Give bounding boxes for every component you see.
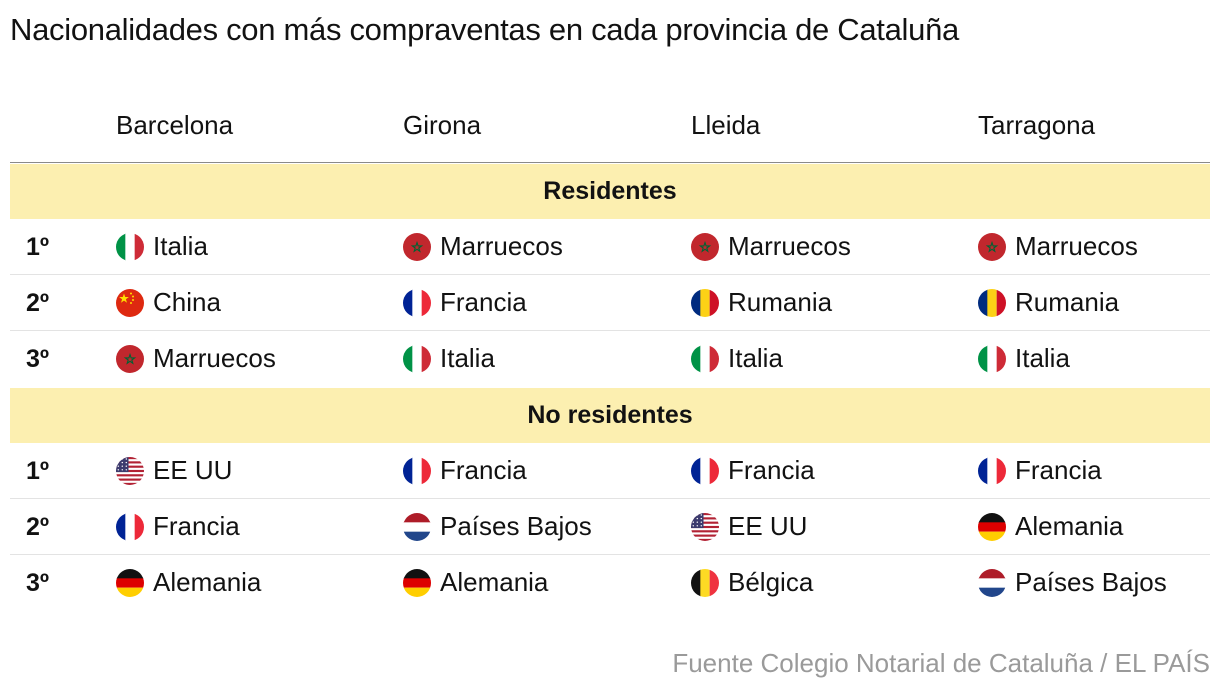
- header-divider: [10, 162, 1210, 163]
- country-cell-lleida: Bélgica: [691, 555, 813, 610]
- country-name: Marruecos: [1015, 231, 1138, 261]
- country-cell-barcelona: Alemania: [116, 555, 261, 610]
- country-name: China: [153, 287, 221, 317]
- country-cell-lleida: Marruecos: [691, 219, 851, 274]
- belgium-flag-icon: [691, 568, 719, 597]
- chart-title: Nacionalidades con más compraventas en c…: [10, 12, 959, 47]
- germany-flag-icon: [116, 568, 144, 597]
- country-name: Alemania: [1015, 511, 1124, 541]
- country-name: Italia: [153, 231, 208, 261]
- country-name: Países Bajos: [1015, 567, 1167, 597]
- country-name: Bélgica: [728, 567, 814, 597]
- country-name: Italia: [728, 343, 783, 373]
- country-cell-girona: Francia: [403, 275, 527, 330]
- usa-flag-icon: [116, 456, 144, 485]
- column-header-tarragona: Tarragona: [978, 110, 1096, 140]
- rank-label: 2º: [26, 513, 50, 541]
- table-row: 1º Italia Marruecos Marruecos Marruecos: [10, 219, 1210, 275]
- france-flag-icon: [691, 456, 719, 485]
- country-cell-girona: Italia: [403, 331, 495, 386]
- table-row: 2º China Francia Rumania Rumania: [10, 275, 1210, 331]
- table-row: 1º EE UU Francia Francia Francia: [10, 443, 1210, 499]
- column-header-barcelona: Barcelona: [116, 110, 234, 140]
- source-note: Fuente Colegio Notarial de Cataluña / EL…: [672, 648, 1210, 678]
- country-cell-barcelona: Marruecos: [116, 331, 276, 386]
- country-name: Francia: [440, 287, 527, 317]
- usa-flag-icon: [691, 512, 719, 541]
- france-flag-icon: [116, 512, 144, 541]
- section-header-residentes: Residentes: [10, 164, 1210, 219]
- france-flag-icon: [403, 288, 431, 317]
- rank-label: 2º: [26, 289, 50, 317]
- rank-label: 1º: [26, 233, 50, 261]
- morocco-flag-icon: [116, 344, 144, 373]
- germany-flag-icon: [978, 512, 1006, 541]
- country-cell-tarragona: Marruecos: [978, 219, 1138, 274]
- table-row: 2º Francia Países Bajos EE UU Alemania: [10, 499, 1210, 555]
- country-name: Italia: [440, 343, 495, 373]
- country-cell-girona: Francia: [403, 443, 527, 498]
- country-cell-tarragona: Italia: [978, 331, 1070, 386]
- country-cell-tarragona: Alemania: [978, 499, 1123, 554]
- romania-flag-icon: [978, 288, 1006, 317]
- country-name: Marruecos: [440, 231, 563, 261]
- country-name: EE UU: [728, 511, 808, 541]
- country-cell-barcelona: Francia: [116, 499, 240, 554]
- rank-label: 3º: [26, 569, 50, 597]
- germany-flag-icon: [403, 568, 431, 597]
- country-cell-barcelona: Italia: [116, 219, 208, 274]
- country-cell-tarragona: Rumania: [978, 275, 1119, 330]
- country-name: Marruecos: [728, 231, 851, 261]
- country-name: Francia: [728, 455, 815, 485]
- country-name: Alemania: [440, 567, 549, 597]
- country-cell-girona: Países Bajos: [403, 499, 592, 554]
- column-header-girona: Girona: [403, 110, 482, 140]
- country-cell-lleida: Francia: [691, 443, 815, 498]
- country-cell-barcelona: China: [116, 275, 221, 330]
- country-name: Rumania: [1015, 287, 1120, 317]
- country-cell-barcelona: EE UU: [116, 443, 232, 498]
- country-cell-girona: Marruecos: [403, 219, 563, 274]
- morocco-flag-icon: [691, 232, 719, 261]
- country-name: Marruecos: [153, 343, 276, 373]
- italy-flag-icon: [116, 232, 144, 261]
- country-cell-girona: Alemania: [403, 555, 548, 610]
- netherlands-flag-icon: [403, 512, 431, 541]
- section-header-no-residentes: No residentes: [10, 388, 1210, 443]
- country-name: Francia: [153, 511, 240, 541]
- italy-flag-icon: [691, 344, 719, 373]
- country-name: Francia: [440, 455, 527, 485]
- table-row: 3º Marruecos Italia Italia Italia: [10, 331, 1210, 387]
- country-name: Italia: [1015, 343, 1070, 373]
- italy-flag-icon: [978, 344, 1006, 373]
- country-name: Países Bajos: [440, 511, 592, 541]
- country-cell-lleida: Italia: [691, 331, 783, 386]
- country-cell-tarragona: Países Bajos: [978, 555, 1167, 610]
- france-flag-icon: [978, 456, 1006, 485]
- morocco-flag-icon: [403, 232, 431, 261]
- country-name: Francia: [1015, 455, 1102, 485]
- country-cell-lleida: Rumania: [691, 275, 832, 330]
- table-row: 3º Alemania Alemania Bélgica Países Bajos: [10, 555, 1210, 611]
- rank-label: 1º: [26, 457, 50, 485]
- netherlands-flag-icon: [978, 568, 1006, 597]
- romania-flag-icon: [691, 288, 719, 317]
- morocco-flag-icon: [978, 232, 1006, 261]
- country-cell-tarragona: Francia: [978, 443, 1102, 498]
- rank-label: 3º: [26, 345, 50, 373]
- country-name: Alemania: [153, 567, 262, 597]
- china-flag-icon: [116, 288, 144, 317]
- france-flag-icon: [403, 456, 431, 485]
- italy-flag-icon: [403, 344, 431, 373]
- country-cell-lleida: EE UU: [691, 499, 807, 554]
- column-header-lleida: Lleida: [691, 110, 761, 140]
- country-name: EE UU: [153, 455, 233, 485]
- country-name: Rumania: [728, 287, 833, 317]
